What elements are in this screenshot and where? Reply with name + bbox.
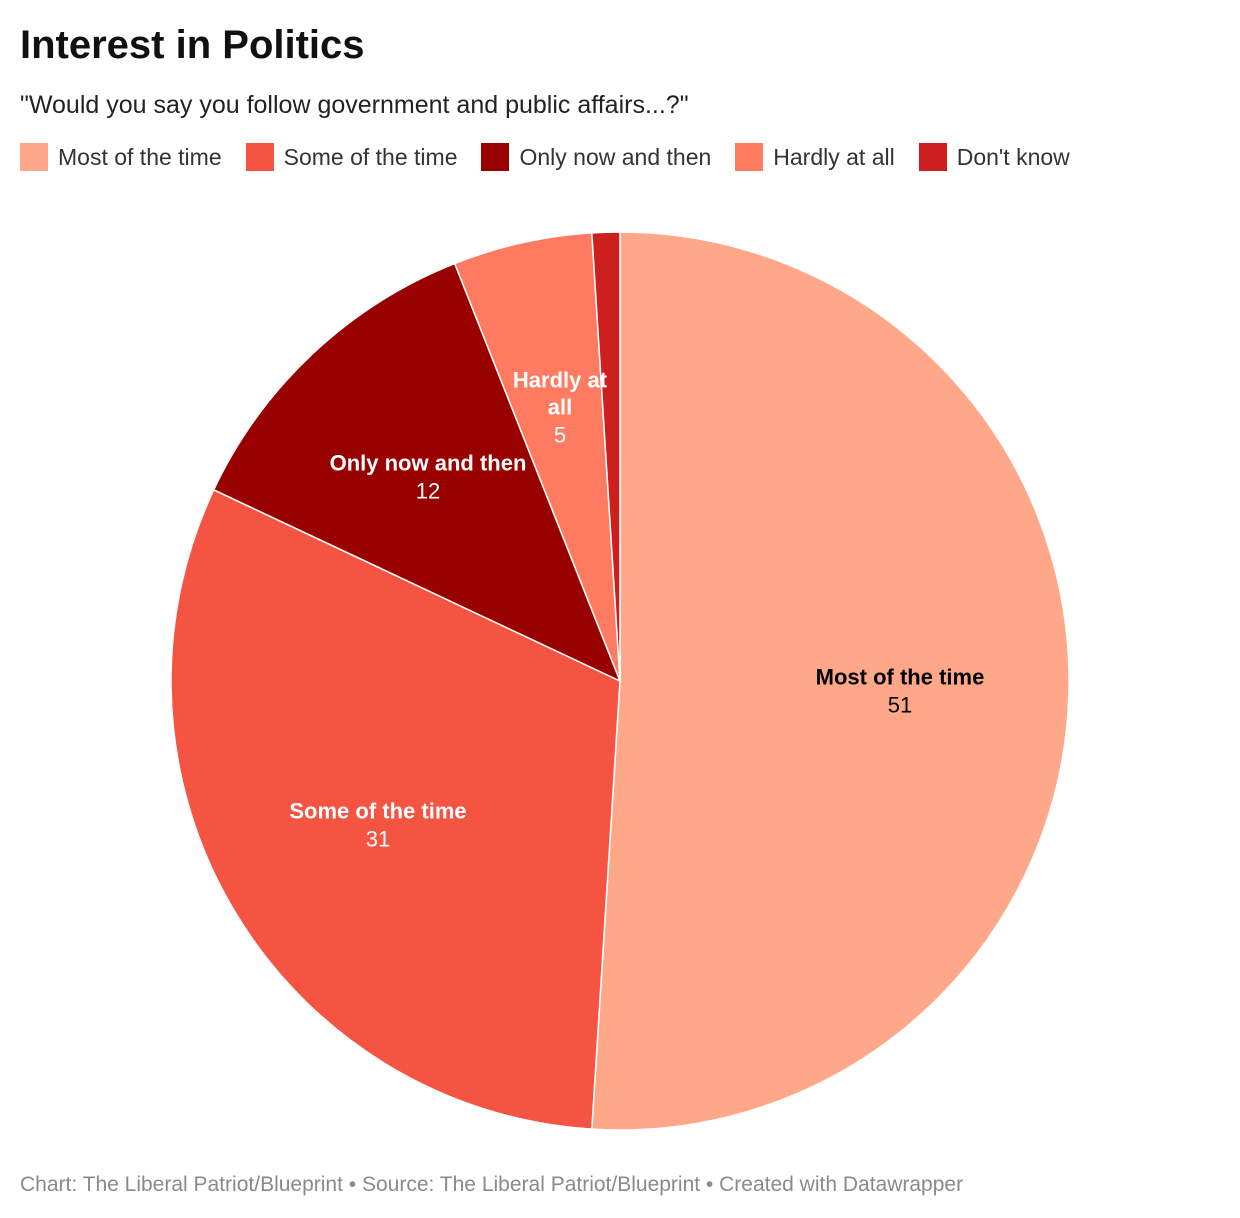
legend-label-hardly-at-all: Hardly at all [773, 144, 895, 170]
pie-slice-dont-know [591, 231, 621, 682]
legend-swatch-only-now-and-then [481, 143, 510, 171]
chart-subtitle: "Would you say you follow government and… [20, 91, 689, 119]
legend-label-dont-know: Don't know [956, 144, 1070, 170]
chart-title: Interest in Politics [20, 23, 365, 67]
legend: Most of the time Some of the time Only n… [20, 140, 1094, 174]
pie-slice-some-of-the-time [170, 488, 621, 1130]
legend-swatch-hardly-at-all [735, 143, 764, 171]
slice-label-hardly-at-all-value: 5 [554, 423, 566, 448]
legend-item-some-of-the-time: Some of the time [245, 140, 458, 174]
legend-item-hardly-at-all: Hardly at all [735, 140, 895, 174]
legend-label-most-of-the-time: Most of the time [58, 144, 222, 170]
slice-label-most-of-the-time-value: 51 [888, 693, 912, 718]
legend-item-dont-know: Don't know [918, 140, 1070, 174]
chart-footer: Chart: The Liberal Patriot/Blueprint • S… [20, 1173, 964, 1196]
legend-swatch-some-of-the-time [245, 143, 274, 171]
legend-label-some-of-the-time: Some of the time [283, 144, 458, 170]
slice-label-most-of-the-time-name: Most of the time [816, 665, 985, 690]
slice-label-hardly-at-all-name: Hardly at [513, 368, 608, 393]
slice-label-only-now-and-then-value: 12 [416, 479, 440, 504]
slice-label-only-now-and-then-name: Only now and then [330, 451, 527, 476]
legend-item-only-now-and-then: Only now and then [481, 140, 711, 174]
slice-label-some-of-the-time-value: 31 [366, 827, 390, 852]
legend-swatch-dont-know [918, 143, 947, 171]
slice-label-some-of-the-time-name: Some of the time [289, 799, 466, 824]
pie-slice-most-of-the-time [591, 231, 1070, 1131]
pie-slice-only-now-and-then [212, 262, 622, 683]
legend-label-only-now-and-then: Only now and then [519, 144, 712, 170]
legend-item-most-of-the-time: Most of the time [20, 140, 222, 174]
legend-swatch-most-of-the-time [20, 143, 48, 171]
slice-label-hardly-at-all-name: all [548, 395, 572, 420]
